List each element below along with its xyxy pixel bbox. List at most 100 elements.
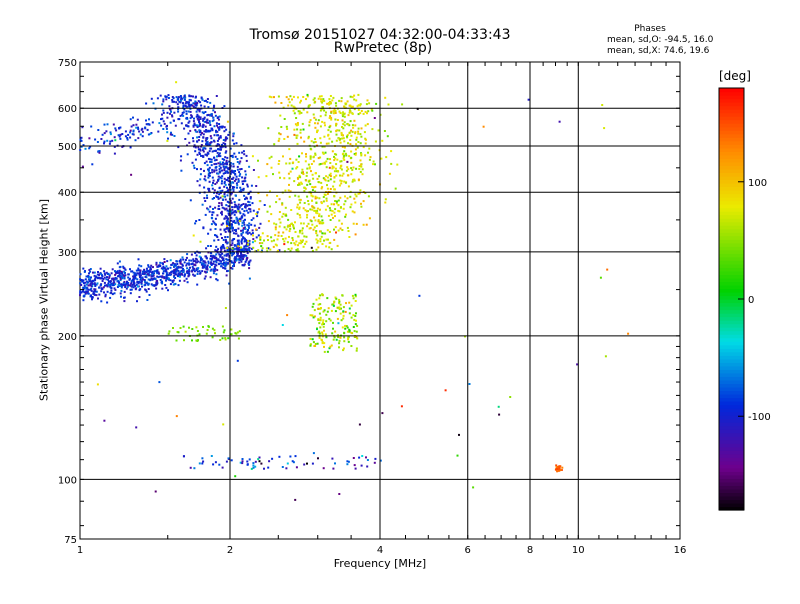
data-point [286,135,289,138]
data-point [184,96,187,99]
data-point [305,240,308,243]
data-point [159,94,162,97]
data-point [203,277,206,280]
data-point [335,202,338,205]
data-point [224,139,227,142]
data-point [224,337,227,340]
data-point [342,137,345,140]
data-point [251,202,254,205]
data-point [182,258,185,261]
data-point [129,131,132,134]
data-point [192,258,195,261]
data-point [320,181,323,184]
data-point [346,160,349,163]
data-point [213,255,216,258]
data-point [215,169,218,172]
data-point [223,217,226,220]
data-point [162,270,165,273]
data-point [106,301,109,304]
x-tick-label: 10 [572,545,585,556]
data-point [213,257,216,260]
data-point [208,210,211,213]
data-point [242,257,245,260]
data-point [207,157,210,160]
data-point [206,271,208,274]
data-point [332,216,334,219]
data-point [159,261,162,264]
data-point [268,460,271,463]
data-point [169,112,171,115]
data-point [121,276,124,279]
colorbar-segment [719,502,744,508]
data-point [214,217,217,220]
data-point [231,261,233,264]
data-point [138,296,141,298]
data-point [323,99,326,102]
data-point [165,268,168,271]
data-point [323,309,326,312]
data-point [171,96,174,98]
data-point [230,155,232,157]
data-point [201,132,203,135]
data-point [353,464,356,467]
data-point [339,336,342,339]
colorbar-segment [719,404,744,409]
data-point [236,254,239,257]
data-point [226,156,229,159]
data-point [188,272,191,275]
data-point [252,462,255,465]
data-point [196,102,199,104]
data-point [196,113,199,116]
data-point [202,119,205,122]
data-point [225,253,228,256]
data-point [145,102,148,105]
data-point [330,213,333,216]
data-point [161,117,164,120]
data-point [219,192,222,194]
data-point [324,194,327,196]
data-point [270,240,273,243]
data-point [99,277,102,280]
data-point [149,266,152,269]
data-point [339,137,342,140]
data-point [194,158,197,161]
colorbar-segment [719,172,744,177]
data-point [356,337,359,340]
data-point [241,151,244,154]
data-point [231,187,234,190]
colorbar-segment [719,313,744,318]
data-point [217,137,220,140]
data-point [182,325,185,328]
data-point [319,319,322,322]
data-point [222,165,225,168]
data-point [357,104,360,107]
data-point [174,268,177,271]
data-point [266,250,269,253]
data-point [210,268,213,271]
y-tick-label: 200 [58,332,77,343]
data-point [341,113,344,116]
data-point [224,151,227,154]
data-point [301,152,303,155]
data-point [117,134,120,137]
data-point [224,172,227,174]
data-point [243,245,246,248]
data-point [324,208,327,211]
data-point [229,199,232,202]
data-point [278,455,281,458]
data-point [207,106,210,109]
data-point [143,268,146,271]
data-point [168,272,171,275]
data-point [95,290,98,293]
colorbar-segment [719,471,744,476]
data-point [179,266,182,269]
data-point [401,103,404,106]
data-point [295,249,298,251]
data-point [360,152,363,155]
colorbar-segment [719,499,744,504]
data-point [268,95,271,98]
data-point [246,252,249,255]
data-point [129,136,132,139]
data-point [311,208,314,211]
data-point [206,197,209,199]
